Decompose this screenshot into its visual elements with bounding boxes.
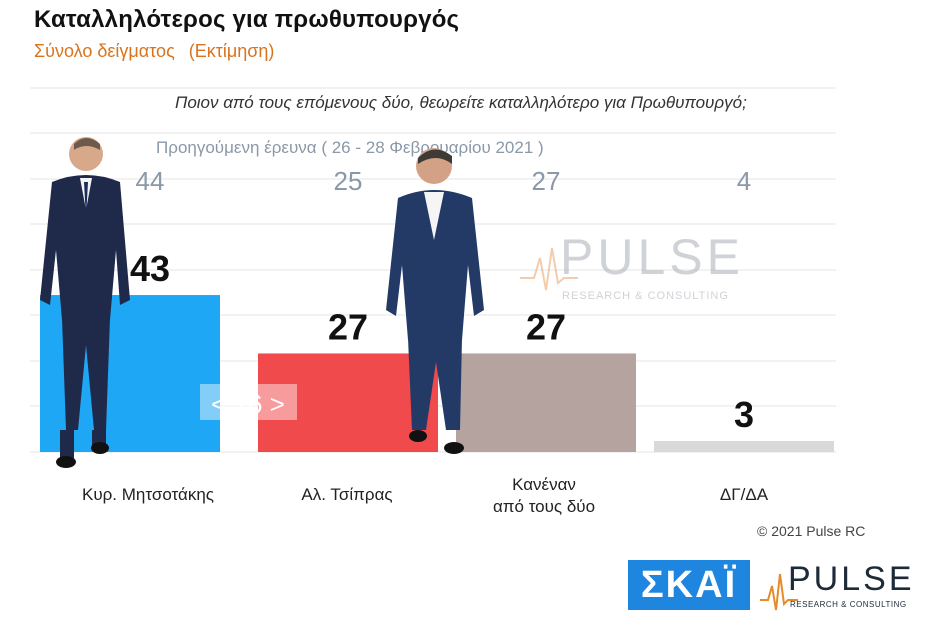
value-label-dk: 3 [734, 394, 754, 435]
bar-tsipras [258, 353, 438, 452]
pulse-logo: PULSE RESEARCH & CONSULTING [760, 560, 912, 614]
gap-box [200, 384, 297, 420]
gap-label: < 16 > [211, 389, 285, 419]
pulse-logo-tagline: RESEARCH & CONSULTING [790, 600, 907, 609]
category-label-dk: ΔΓ/ΔΑ [719, 485, 769, 504]
previous-survey-label: Προηγούμενη έρευνα ( 26 - 28 Φεβρουαρίου… [156, 138, 544, 157]
bar-dk [654, 441, 834, 452]
category-label-neither-line1: Κανέναν [512, 475, 576, 494]
value-label-tsipras: 27 [328, 306, 368, 347]
pulse-wave-icon [520, 247, 578, 291]
value-label-mitsotakis: 43 [130, 248, 170, 289]
watermark-word: PULSE [560, 229, 744, 285]
bar-neither [456, 353, 636, 452]
subtitle-text: Σύνολο δείγματος [34, 41, 175, 61]
category-label-mitsotakis: Κυρ. Μητσοτάκης [82, 485, 214, 504]
previous-value-tsipras: 25 [334, 166, 363, 196]
previous-value-mitsotakis: 44 [136, 166, 165, 196]
category-label-tsipras: Αλ. Τσίπρας [301, 485, 393, 504]
chart-subtitle: Σύνολο δείγματος (Εκτίμηση) [34, 41, 274, 62]
pulse-logo-word: PULSE [788, 560, 915, 598]
previous-value-neither: 27 [532, 166, 561, 196]
copyright-text: © 2021 Pulse RC [757, 523, 866, 539]
category-label-neither-line2: από τους δύο [492, 497, 596, 516]
tsipras-photo [386, 148, 484, 454]
category-label-neither: Κανέναν από τους δύο [444, 474, 644, 518]
skai-logo: ΣΚΑΪ [628, 560, 750, 610]
chart-title: Καταλληλότερος για πρωθυπουργός [34, 6, 460, 33]
mitsotakis-photo [40, 137, 130, 468]
value-label-neither: 27 [526, 306, 566, 347]
watermark-tagline: RESEARCH & CONSULTING [562, 290, 729, 302]
pulse-wave-logo-icon [760, 573, 798, 611]
previous-value-dk: 4 [737, 166, 751, 196]
pulse-watermark: PULSE RESEARCH & CONSULTING [520, 228, 740, 308]
subtitle-note: (Εκτίμηση) [188, 41, 275, 61]
survey-question: Ποιον από τους επόμενους δύο, θεωρείτε κ… [175, 93, 747, 112]
